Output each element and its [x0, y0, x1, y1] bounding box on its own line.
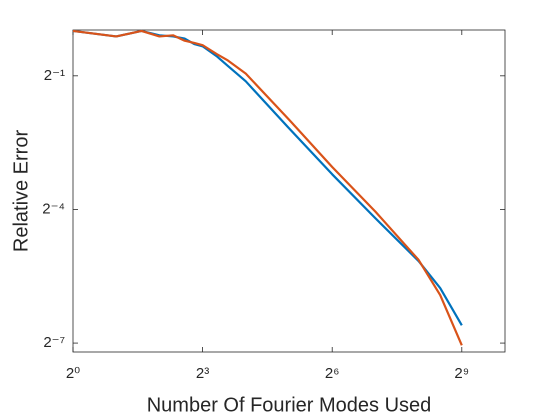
y-axis-label: Relative Error	[10, 130, 32, 253]
y-tick-label: 2⁻⁴	[42, 200, 65, 217]
y-tick-label: 2⁻¹	[44, 67, 65, 84]
x-tick-label: 2³	[196, 365, 209, 382]
x-tick-label: 2⁶	[325, 365, 340, 382]
x-tick-label: 2⁰	[66, 365, 80, 382]
line-series	[72, 29, 463, 346]
plot-area	[72, 29, 506, 353]
y-tick-label: 2⁻⁷	[43, 334, 65, 351]
x-tick-label: 2⁹	[454, 365, 469, 382]
x-axis-label: Number Of Fourier Modes Used	[147, 394, 432, 416]
